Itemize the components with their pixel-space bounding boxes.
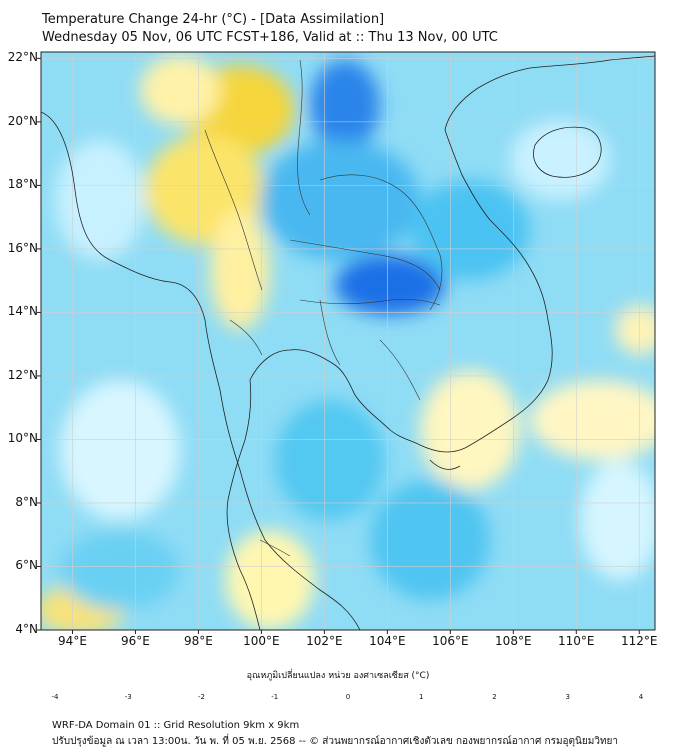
colorbar-tick-label: 1	[419, 693, 424, 701]
colorbar-tick-label: -2	[198, 693, 205, 701]
footer-model-info: WRF-DA Domain 01 :: Grid Resolution 9km …	[52, 720, 300, 731]
temperature-field	[41, 55, 655, 630]
graticule	[41, 52, 655, 630]
colorbar-tick-label: 3	[565, 693, 570, 701]
y-tick-label: 20°N	[7, 113, 38, 128]
x-tick-label: 96°E	[121, 634, 150, 648]
colorbar-tick-label: 0	[345, 693, 351, 701]
temperature-change-map	[37, 51, 656, 634]
map-subtitle: Wednesday 05 Nov, 06 UTC FCST+186, Valid…	[42, 30, 498, 45]
y-tick-label: 22°N	[7, 50, 38, 65]
y-tick-label: 16°N	[7, 240, 38, 255]
y-tick-label: 8°N	[15, 494, 38, 509]
map-title: Temperature Change 24-hr (°C) - [Data As…	[42, 12, 385, 27]
x-tick-label: 104°E	[369, 634, 406, 648]
y-tick-label: 10°N	[7, 431, 38, 446]
x-tick-label: 102°E	[306, 634, 343, 648]
y-tick-label: 18°N	[7, 177, 38, 192]
colorbar-tick-label: -1	[271, 693, 279, 701]
colorbar-tick-label: -3	[124, 693, 132, 701]
x-tick-label: 98°E	[183, 634, 213, 648]
colorbar-tick-label: -4	[51, 693, 59, 701]
admin-borders	[204, 59, 443, 557]
coastlines	[41, 55, 655, 630]
y-tick-label: 12°N	[7, 367, 38, 382]
x-tick-label: 106°E	[432, 634, 469, 648]
y-tick-label: 4°N	[15, 622, 38, 636]
x-tick-label: 100°E	[243, 634, 280, 648]
x-tick-label: 108°E	[495, 634, 532, 648]
colorbar-tick-label: 4	[638, 693, 644, 701]
colorbar-tick-label: 2	[492, 693, 497, 701]
footer-update-info: ปรับปรุงข้อมูล ณ เวลา 13:00น. วัน พ. ที่…	[52, 736, 619, 747]
x-tick-label: 94°E	[58, 634, 87, 648]
map-border	[40, 51, 656, 631]
y-tick-label: 14°N	[7, 304, 38, 319]
x-tick-label: 112°E	[621, 634, 658, 648]
y-tick-label: 6°N	[15, 558, 38, 573]
x-tick-label: 110°E	[558, 634, 595, 648]
colorbar-title: อุณหภูมิเปลี่ยนแปลง หน่วย องศาเซลเซียส (…	[246, 671, 430, 681]
